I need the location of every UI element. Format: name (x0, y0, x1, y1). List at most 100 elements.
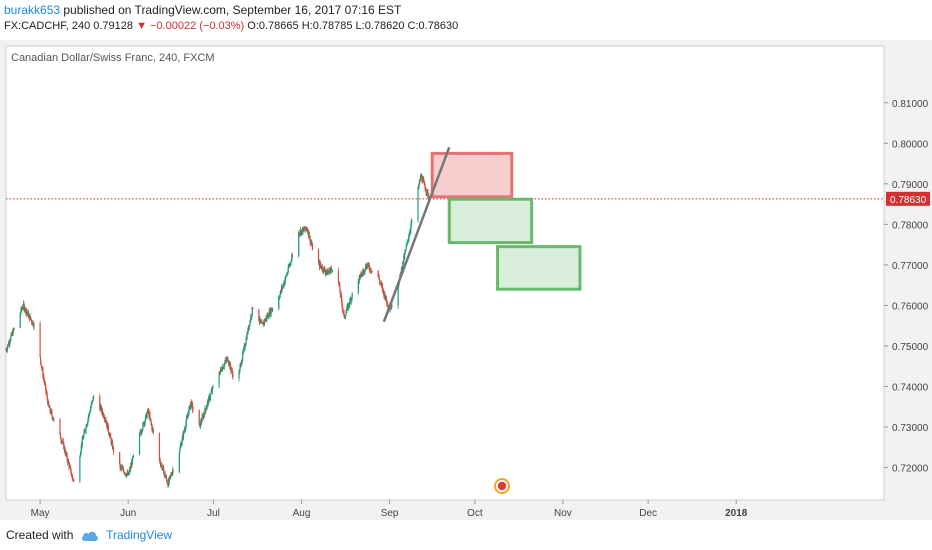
candle-body (341, 297, 343, 304)
candle-body (249, 321, 251, 327)
candle-body (192, 409, 194, 411)
candle-body (324, 271, 326, 274)
candle-body (362, 271, 364, 274)
candle-body (67, 460, 70, 463)
candle-body (351, 297, 353, 299)
candle-body (206, 403, 208, 407)
candle-body (103, 418, 106, 420)
candle-body (185, 423, 187, 428)
event-marker[interactable] (494, 478, 510, 494)
candle-body (411, 220, 413, 222)
candle-body (198, 409, 200, 426)
candle-body (299, 233, 301, 235)
candle-body (368, 265, 370, 269)
candle-body (341, 303, 343, 309)
tradingview-cloud-icon (81, 531, 98, 541)
candle-body (10, 333, 12, 337)
candle-body (111, 441, 113, 443)
candle-body (264, 319, 267, 322)
candle-body (105, 420, 107, 422)
candle-body (400, 268, 403, 274)
candle-body (261, 323, 263, 324)
candle-body (309, 235, 311, 242)
candle-body (230, 367, 232, 371)
candle-body (91, 400, 93, 403)
candle-body (226, 358, 228, 361)
candle-body (338, 285, 340, 286)
candle-body (62, 441, 64, 443)
candle-body (225, 360, 227, 362)
candle-body (64, 447, 66, 452)
y-tick-label: 0.75000 (892, 342, 929, 353)
candle-body (212, 386, 214, 388)
symbol-price: FX:CADCHF, 240 0.79128 (4, 20, 134, 32)
candle-body (384, 293, 386, 299)
candle-body (381, 286, 384, 291)
candle-body (345, 312, 347, 316)
candle-body (302, 228, 304, 233)
candle-body (70, 468, 72, 474)
candle-body (340, 294, 342, 298)
candle-body (407, 238, 410, 241)
candle-body (305, 226, 307, 229)
candle-body (181, 442, 183, 446)
candle-body (219, 371, 221, 375)
candle-body (371, 270, 373, 272)
y-tick-label: 0.72000 (892, 464, 929, 475)
candle-body (404, 252, 406, 258)
candle-body (102, 413, 105, 418)
candle-body (147, 409, 149, 411)
candle-body (103, 417, 105, 419)
author-link[interactable]: burakk653 (4, 3, 61, 17)
candle-body (169, 476, 171, 477)
candle-body (42, 369, 44, 377)
candle-body (168, 476, 170, 482)
y-tick-label: 0.73000 (892, 423, 929, 434)
candle-body (306, 228, 308, 230)
candle-body (208, 397, 210, 404)
candle-body (191, 404, 194, 410)
candle-body (250, 315, 252, 321)
candle-body (178, 452, 180, 472)
candle-body (263, 319, 266, 324)
candle-body (119, 464, 121, 469)
candle-body (22, 306, 24, 309)
candle-body (166, 479, 168, 483)
candle-body (9, 342, 11, 344)
candle-body (159, 461, 161, 465)
x-tick-label: Jun (120, 508, 136, 519)
candle-body (342, 308, 344, 311)
candle-body (361, 273, 363, 276)
candle-body (258, 309, 260, 321)
candle-body (49, 406, 51, 412)
candle-body (191, 402, 193, 405)
candle-body (285, 276, 287, 277)
candle-body (249, 320, 251, 322)
candle-body (405, 249, 407, 251)
candle-body (379, 282, 382, 284)
candle-body (220, 369, 223, 371)
tradingview-brand-link[interactable]: TradingView (106, 528, 173, 542)
candle-body (403, 256, 405, 263)
candle-body (405, 246, 407, 250)
price-chart[interactable]: 0.78630 0.81000 0.80000 0.79000 0.78000 0.77… (0, 40, 932, 520)
candle-body (326, 272, 329, 275)
candle-body (148, 411, 150, 418)
candle-body (127, 473, 129, 476)
candle-body (142, 423, 144, 430)
candle-body (123, 470, 125, 474)
chart-title: Canadian Dollar/Swiss Franc, 240, FXCM (11, 52, 215, 64)
candle-body (13, 328, 15, 330)
created-with: Created with TradingView (6, 528, 172, 542)
candle-body (179, 448, 181, 453)
candle-body (223, 363, 225, 367)
candle-body (89, 412, 91, 414)
candle-body (108, 434, 110, 437)
candle-body (317, 249, 320, 263)
candle-body (200, 421, 202, 427)
candle-body (6, 349, 8, 351)
candle-body (125, 473, 127, 475)
candle-body (48, 401, 50, 406)
candle-body (239, 366, 241, 373)
footer: Created with TradingView (0, 522, 932, 550)
